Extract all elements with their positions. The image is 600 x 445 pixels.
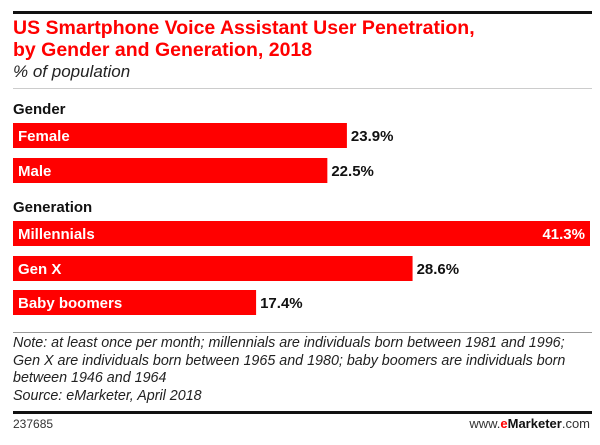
value-label-gen-x: 28.6%	[417, 261, 460, 278]
chart-subtitle: % of population	[13, 62, 131, 81]
chart-title-line-2: by Gender and Generation, 2018	[13, 39, 313, 61]
category-label-female: Female	[18, 128, 70, 145]
header-divider	[13, 88, 592, 89]
brand-prefix: www.	[469, 416, 501, 431]
brand-url[interactable]: www.eMarketer.com	[469, 416, 590, 431]
chart-notes: Note: at least once per month; millennia…	[13, 335, 593, 405]
top-rule	[13, 11, 592, 14]
category-label-male: Male	[18, 163, 51, 180]
note-divider	[13, 332, 592, 333]
brand-e: e	[500, 416, 508, 431]
chart-id: 237685	[13, 417, 54, 431]
group-label-generation: Generation	[13, 199, 93, 216]
value-label-baby-boomers: 17.4%	[260, 295, 303, 312]
chart-title-line-1: US Smartphone Voice Assistant User Penet…	[13, 17, 475, 39]
value-label-female: 23.9%	[351, 128, 394, 145]
category-label-baby-boomers: Baby boomers	[18, 295, 122, 312]
source-text: Source: eMarketer, April 2018	[13, 387, 202, 404]
category-label-gen-x: Gen X	[18, 261, 61, 278]
chart-title: US Smartphone Voice Assistant User Penet…	[13, 17, 593, 61]
note-text: Note: at least once per month; millennia…	[13, 335, 566, 386]
group-label-gender: Gender	[13, 101, 66, 118]
value-label-male: 22.5%	[331, 163, 374, 180]
brand-name: Marketer	[507, 416, 562, 431]
bottom-rule	[13, 411, 592, 414]
brand-suffix: .com	[561, 416, 590, 431]
bar-gen-x	[13, 256, 413, 281]
bar-baby-boomers	[13, 290, 257, 315]
value-label-millennials: 41.3%	[542, 226, 585, 243]
bar-millennials	[13, 221, 590, 246]
bar-male	[13, 158, 328, 183]
bar-female	[13, 123, 347, 148]
category-label-millennials: Millennials	[18, 226, 95, 243]
